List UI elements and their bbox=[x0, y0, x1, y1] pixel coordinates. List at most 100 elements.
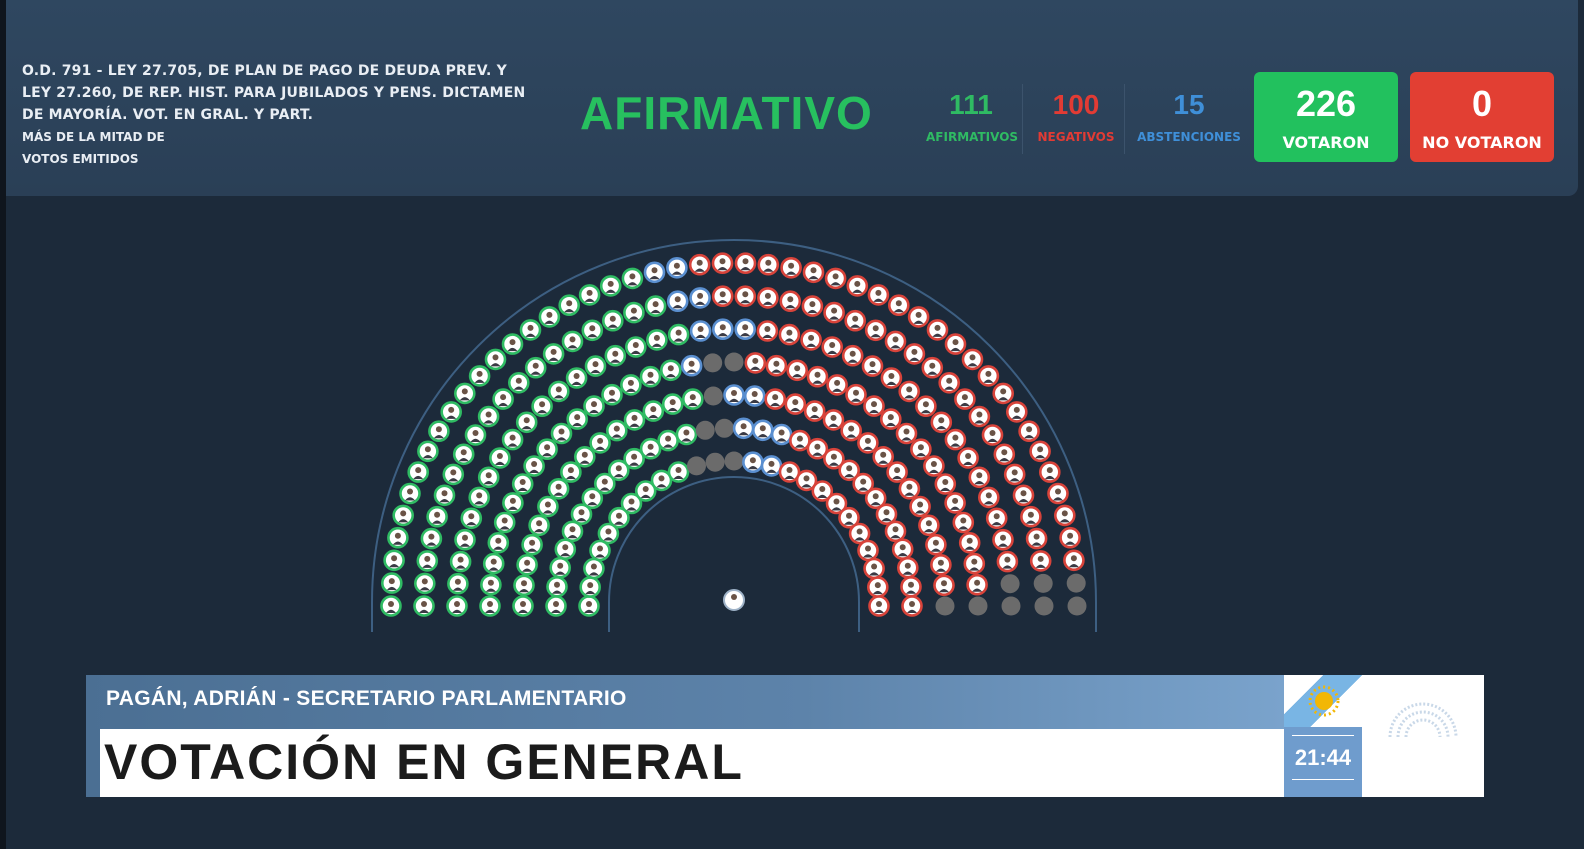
seat-affirmative bbox=[561, 330, 584, 353]
seat-negative bbox=[840, 419, 863, 442]
seat-negative bbox=[909, 495, 931, 518]
vote-header: O.D. 791 - LEY 27.705, DE PLAN DE PAGO D… bbox=[6, 0, 1578, 196]
seat-affirmative bbox=[621, 267, 644, 290]
seat-affirmative bbox=[480, 573, 502, 596]
seat-affirmative bbox=[578, 595, 600, 617]
seat-negative bbox=[1047, 482, 1069, 505]
divider bbox=[1022, 84, 1023, 154]
seat-negative bbox=[757, 287, 779, 309]
afirmativos-label: AFIRMATIVOS bbox=[926, 130, 1019, 144]
seat-affirmative bbox=[605, 419, 628, 442]
seat-negative bbox=[981, 424, 1004, 446]
seat-affirmative bbox=[417, 440, 439, 463]
seat-negative bbox=[826, 374, 848, 396]
abstenciones-label: ABSTENCIONES bbox=[1137, 130, 1241, 144]
seat-negative bbox=[756, 320, 779, 342]
seat-affirmative bbox=[468, 365, 491, 387]
seat-negative bbox=[1029, 550, 1052, 572]
headline: VOTACIÓN EN GENERAL bbox=[104, 734, 744, 790]
seat-negative bbox=[968, 466, 991, 489]
seat-affirmative bbox=[620, 374, 642, 396]
seat-negative bbox=[825, 492, 848, 515]
seat-negative bbox=[764, 388, 787, 410]
seat-negative bbox=[780, 256, 802, 279]
seat-negative bbox=[757, 253, 780, 276]
seat-affirmative bbox=[601, 309, 624, 332]
seat-affirmative bbox=[442, 463, 465, 486]
sun-of-may-icon bbox=[1308, 685, 1340, 717]
argentina-flag-icon bbox=[1284, 675, 1362, 727]
seat-affirmative bbox=[644, 295, 667, 317]
seat-affirmative bbox=[447, 572, 469, 595]
seat-negative bbox=[903, 343, 926, 365]
seat-absent bbox=[724, 451, 744, 471]
seat-affirmative bbox=[464, 424, 487, 446]
stat-abstenciones: 15 ABSTENCIONES bbox=[1136, 88, 1242, 146]
seat-affirmative bbox=[620, 492, 643, 515]
seat-negative bbox=[977, 486, 1000, 509]
seat-negative bbox=[841, 344, 864, 367]
seat-presidency bbox=[723, 589, 745, 611]
seat-affirmative bbox=[589, 539, 611, 562]
seat-affirmative bbox=[407, 461, 429, 483]
seat-affirmative bbox=[454, 382, 476, 405]
seat-abstention bbox=[666, 290, 689, 312]
lower-third-main: VOTACIÓN EN GENERAL bbox=[100, 729, 1284, 797]
seat-negative bbox=[993, 443, 1016, 466]
seat-abstention bbox=[723, 384, 745, 406]
seat-affirmative bbox=[440, 401, 462, 423]
seat-affirmative bbox=[380, 595, 402, 617]
seat-negative bbox=[952, 511, 975, 534]
seat-affirmative bbox=[502, 492, 524, 514]
seat-negative bbox=[996, 550, 1019, 573]
seat-negative bbox=[966, 573, 988, 596]
seat-absent bbox=[703, 353, 723, 373]
seat-negative bbox=[957, 447, 979, 469]
seat-negative bbox=[1053, 504, 1076, 527]
seat-abstention bbox=[742, 451, 764, 473]
seat-negative bbox=[802, 261, 825, 284]
seat-affirmative bbox=[519, 319, 542, 341]
seat-negative bbox=[992, 528, 1014, 551]
seat-absent bbox=[1000, 574, 1020, 594]
clock: 21:44 bbox=[1294, 745, 1352, 770]
seat-negative bbox=[1018, 420, 1040, 442]
seat-negative bbox=[895, 422, 918, 445]
seat-negative bbox=[898, 380, 921, 403]
seat-negative bbox=[926, 319, 949, 341]
seat-absent bbox=[687, 456, 706, 476]
seat-negative bbox=[910, 438, 932, 460]
lower-third-edge bbox=[86, 729, 100, 797]
seat-negative bbox=[1025, 527, 1048, 550]
seat-affirmative bbox=[561, 520, 584, 543]
seat-absent bbox=[1067, 596, 1087, 616]
seat-absent bbox=[1034, 596, 1054, 616]
seat-negative bbox=[1059, 526, 1081, 549]
seat-affirmative bbox=[548, 380, 570, 403]
seat-affirmative bbox=[558, 294, 580, 316]
seat-abstention bbox=[743, 385, 766, 407]
seat-negative bbox=[1003, 463, 1026, 486]
seat-negative bbox=[779, 290, 802, 312]
seat-negative bbox=[944, 428, 967, 451]
seat-affirmative bbox=[566, 408, 588, 430]
seat-negative bbox=[933, 574, 955, 597]
seat-negative bbox=[744, 352, 767, 374]
hemicycle-guide bbox=[608, 476, 860, 632]
seat-negative bbox=[901, 595, 923, 617]
seat-negative bbox=[823, 447, 845, 470]
seat-negative bbox=[863, 395, 885, 417]
seat-negative bbox=[954, 388, 976, 410]
seat-negative bbox=[866, 576, 889, 598]
seat-affirmative bbox=[639, 365, 662, 388]
seat-affirmative bbox=[549, 556, 571, 579]
seat-affirmative bbox=[624, 336, 647, 358]
seat-negative bbox=[867, 284, 890, 306]
seat-negative bbox=[838, 459, 861, 482]
seat-negative bbox=[1005, 401, 1028, 423]
seat-negative bbox=[923, 455, 945, 477]
seat-negative bbox=[848, 522, 871, 545]
seat-affirmative bbox=[583, 557, 605, 580]
seat-negative bbox=[884, 330, 907, 353]
speaker-name: PAGÁN, ADRIÁN - SECRETARIO PARLAMENTARIO bbox=[106, 687, 627, 710]
